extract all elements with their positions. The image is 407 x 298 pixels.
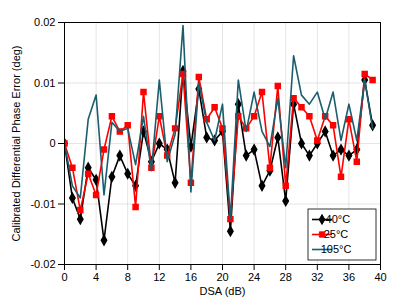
svg-text:36: 36 — [343, 271, 355, 283]
svg-text:8: 8 — [125, 271, 131, 283]
svg-text:24: 24 — [248, 271, 260, 283]
svg-text:0: 0 — [61, 271, 67, 283]
svg-text:25°C: 25°C — [324, 228, 349, 240]
svg-text:0: 0 — [49, 137, 55, 149]
svg-text:28: 28 — [280, 271, 292, 283]
svg-text:-0.02: -0.02 — [30, 258, 55, 270]
svg-text:12: 12 — [153, 271, 165, 283]
svg-text:-0.01: -0.01 — [30, 198, 55, 210]
svg-text:-40°C: -40°C — [322, 213, 350, 225]
svg-text:40: 40 — [374, 271, 386, 283]
svg-text:16: 16 — [185, 271, 197, 283]
svg-text:105°C: 105°C — [321, 243, 352, 255]
svg-text:0.01: 0.01 — [34, 77, 55, 89]
svg-text:Calibrated Differential Phase: Calibrated Differential Phase Error (deg… — [10, 45, 22, 241]
svg-text:32: 32 — [311, 271, 323, 283]
svg-text:0.02: 0.02 — [34, 16, 55, 28]
svg-text:DSA (dB): DSA (dB) — [200, 285, 246, 297]
svg-text:4: 4 — [93, 271, 99, 283]
svg-text:20: 20 — [216, 271, 228, 283]
